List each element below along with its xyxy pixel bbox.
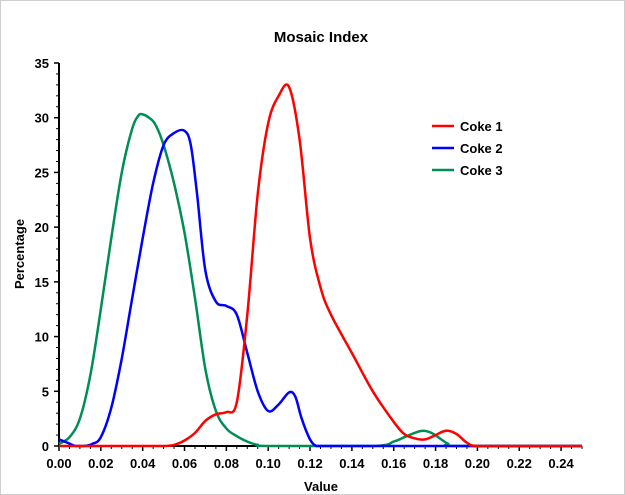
y-tick-label: 10	[35, 330, 49, 345]
x-tick-label: 0.16	[381, 456, 406, 471]
x-tick-label: 0.22	[507, 456, 532, 471]
x-tick-label: 0.06	[172, 456, 197, 471]
y-tick-label: 15	[35, 275, 49, 290]
x-tick-label: 0.24	[548, 456, 574, 471]
x-tick-label: 0.02	[88, 456, 113, 471]
y-tick-label: 25	[35, 165, 49, 180]
legend-label-coke-3: Coke 3	[460, 163, 503, 178]
series-line-coke-2	[58, 128, 582, 448]
y-axis-label: Percentage	[12, 219, 27, 289]
x-tick-label: 0.00	[46, 456, 71, 471]
x-tick-label: 0.18	[423, 456, 448, 471]
y-tick-label: 30	[35, 111, 49, 126]
y-tick-label: 0	[42, 439, 49, 454]
y-tick-label: 20	[35, 220, 49, 235]
chart-title: Mosaic Index	[274, 29, 369, 46]
x-tick-label: 0.04	[130, 456, 156, 471]
y-tick-label: 35	[35, 56, 49, 71]
x-tick-label: 0.08	[214, 456, 239, 471]
series-line-coke-1	[58, 83, 582, 448]
x-tick-label: 0.10	[256, 456, 281, 471]
plot-area: 0 5 10 15 20 25 30 35 0.00 0.02 0.04 0.06 0.08 0.10 0.…	[35, 56, 583, 471]
legend-label-coke-1: Coke 1	[460, 119, 503, 134]
x-axis-label: Value	[304, 479, 338, 494]
x-tick-label: 0.20	[465, 456, 490, 471]
y-tick-label: 5	[42, 384, 49, 399]
x-tick-label: 0.14	[339, 456, 365, 471]
x-tick-label: 0.12	[297, 456, 322, 471]
legend-label-coke-2: Coke 2	[460, 141, 503, 156]
series-line-coke-3	[58, 112, 582, 448]
